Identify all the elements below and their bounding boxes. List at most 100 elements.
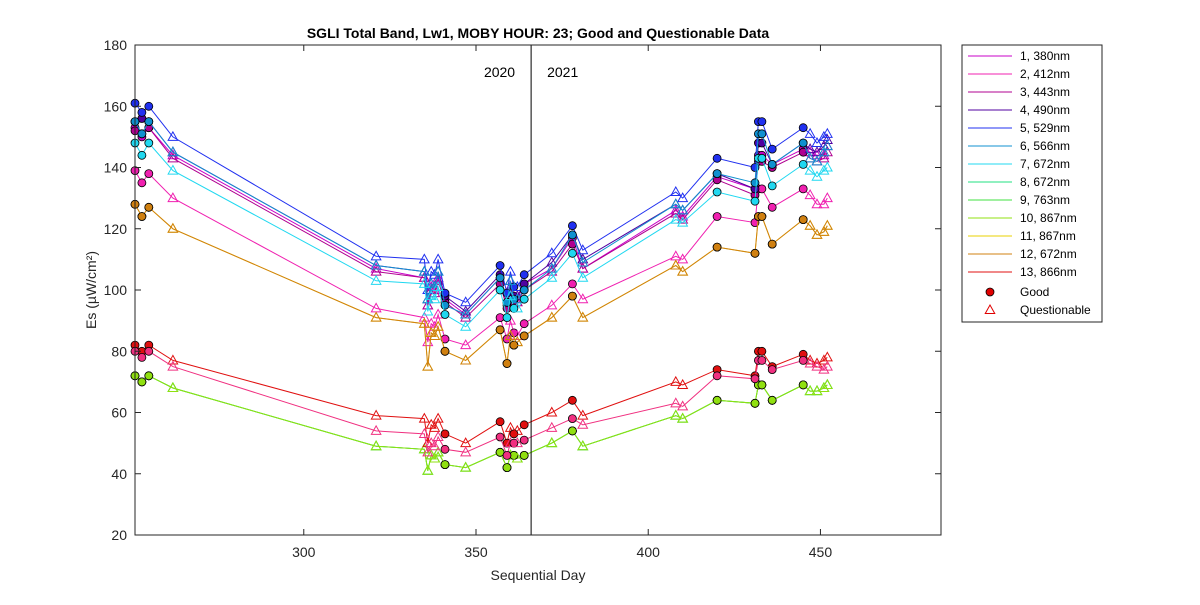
questionable-point xyxy=(504,329,517,340)
questionable-point xyxy=(546,421,558,432)
year-label-left: 2020 xyxy=(484,64,515,80)
questionable-point xyxy=(821,133,833,144)
questionable-point xyxy=(804,357,816,368)
good-point xyxy=(798,184,808,194)
good-point xyxy=(798,380,808,390)
legend-entry: 5, 529nm xyxy=(968,121,1070,135)
questionable-point xyxy=(811,360,823,371)
questionable-point xyxy=(577,311,589,322)
series-14 xyxy=(130,346,833,460)
questionable-point xyxy=(811,155,823,166)
questionable-point xyxy=(511,452,523,463)
questionable-point xyxy=(804,152,816,163)
questionable-point xyxy=(429,268,441,279)
questionable-point xyxy=(818,164,830,175)
legend-entry: 1, 380nm xyxy=(968,49,1070,63)
questionable-point xyxy=(804,127,816,138)
legend-label: 3, 443nm xyxy=(1020,85,1070,99)
questionable-point xyxy=(677,192,689,203)
good-point xyxy=(757,212,767,221)
questionable-point xyxy=(511,329,523,340)
good-point xyxy=(767,395,777,405)
legend-label: 11, 867nm xyxy=(1020,229,1076,243)
questionable-point xyxy=(821,192,833,203)
questionable-point xyxy=(370,409,382,420)
questionable-point xyxy=(577,440,589,451)
questionable-point xyxy=(432,320,444,331)
good-point xyxy=(750,374,760,384)
questionable-point xyxy=(670,213,682,224)
questionable-point xyxy=(167,360,179,371)
questionable-point xyxy=(804,146,816,157)
legend-box xyxy=(961,44,1103,323)
good-point xyxy=(502,450,512,460)
good-point xyxy=(519,319,529,329)
legend-label: 7, 672nm xyxy=(1020,157,1070,171)
x-tick-label: 300 xyxy=(292,544,316,560)
questionable-point xyxy=(670,185,682,196)
good-point xyxy=(502,463,512,473)
good-point xyxy=(519,294,529,304)
good-point xyxy=(144,101,154,111)
good-point xyxy=(568,426,577,436)
series-line xyxy=(134,344,828,446)
questionable-point xyxy=(460,320,472,331)
good-point xyxy=(568,279,577,289)
series-7 xyxy=(130,138,833,331)
questionable-point xyxy=(422,360,434,371)
questionable-point xyxy=(432,308,444,319)
questionable-point xyxy=(804,189,816,200)
good-point xyxy=(495,285,505,295)
questionable-point xyxy=(677,400,689,411)
legend-label: 13, 866nm xyxy=(1020,265,1077,279)
questionable-point xyxy=(577,418,589,429)
questionable-point xyxy=(811,198,823,209)
questionable-point xyxy=(432,446,444,457)
good-point xyxy=(568,221,577,231)
y-tick-label: 20 xyxy=(111,527,127,543)
good-point xyxy=(495,325,505,335)
y-tick-label: 40 xyxy=(111,466,127,482)
legend-label: 1, 380nm xyxy=(1020,49,1070,63)
good-point xyxy=(137,129,147,139)
questionable-point xyxy=(511,437,523,448)
good-point xyxy=(440,310,450,319)
good-point xyxy=(568,230,577,240)
legend-entry-marker: Good xyxy=(985,285,1049,299)
questionable-point xyxy=(460,446,472,457)
legend-entry: 12, 672nm xyxy=(968,247,1077,261)
good-point xyxy=(757,346,767,356)
good-point xyxy=(798,215,808,225)
questionable-point xyxy=(370,424,382,435)
questionable-point xyxy=(460,461,472,472)
questionable-point xyxy=(432,265,444,276)
questionable-point xyxy=(511,336,523,347)
good-point xyxy=(568,291,577,301)
y-axis-label: Es (µW/cm²) xyxy=(83,251,99,329)
y-tick-label: 80 xyxy=(111,343,127,359)
questionable-point xyxy=(818,363,830,374)
questionable-point xyxy=(677,204,689,215)
legend: 1, 380nm 2, 412nm 3, 443nm 4, 490nm 5, 529nm… xyxy=(961,44,1103,323)
legend-label: 2, 412nm xyxy=(1020,67,1070,81)
good-point xyxy=(712,153,722,163)
questionable-point xyxy=(677,265,689,276)
questionable-point xyxy=(821,378,833,389)
good-point xyxy=(712,242,722,252)
good-point xyxy=(767,159,777,169)
x-tick-label: 450 xyxy=(809,544,833,560)
legend-entry-marker: Questionable xyxy=(984,303,1091,317)
good-point xyxy=(144,169,154,179)
questionable-point xyxy=(370,259,382,270)
questionable-point xyxy=(422,305,434,316)
questionable-point xyxy=(460,339,472,350)
legend-entry: 3, 443nm xyxy=(968,85,1070,99)
questionable-point xyxy=(546,247,558,258)
x-tick-label: 350 xyxy=(464,544,488,560)
questionable-point xyxy=(677,253,689,264)
questionable-point xyxy=(167,146,179,157)
good-point xyxy=(798,159,808,169)
good-point xyxy=(137,352,147,362)
questionable-point xyxy=(418,253,430,264)
good-point xyxy=(712,169,722,179)
